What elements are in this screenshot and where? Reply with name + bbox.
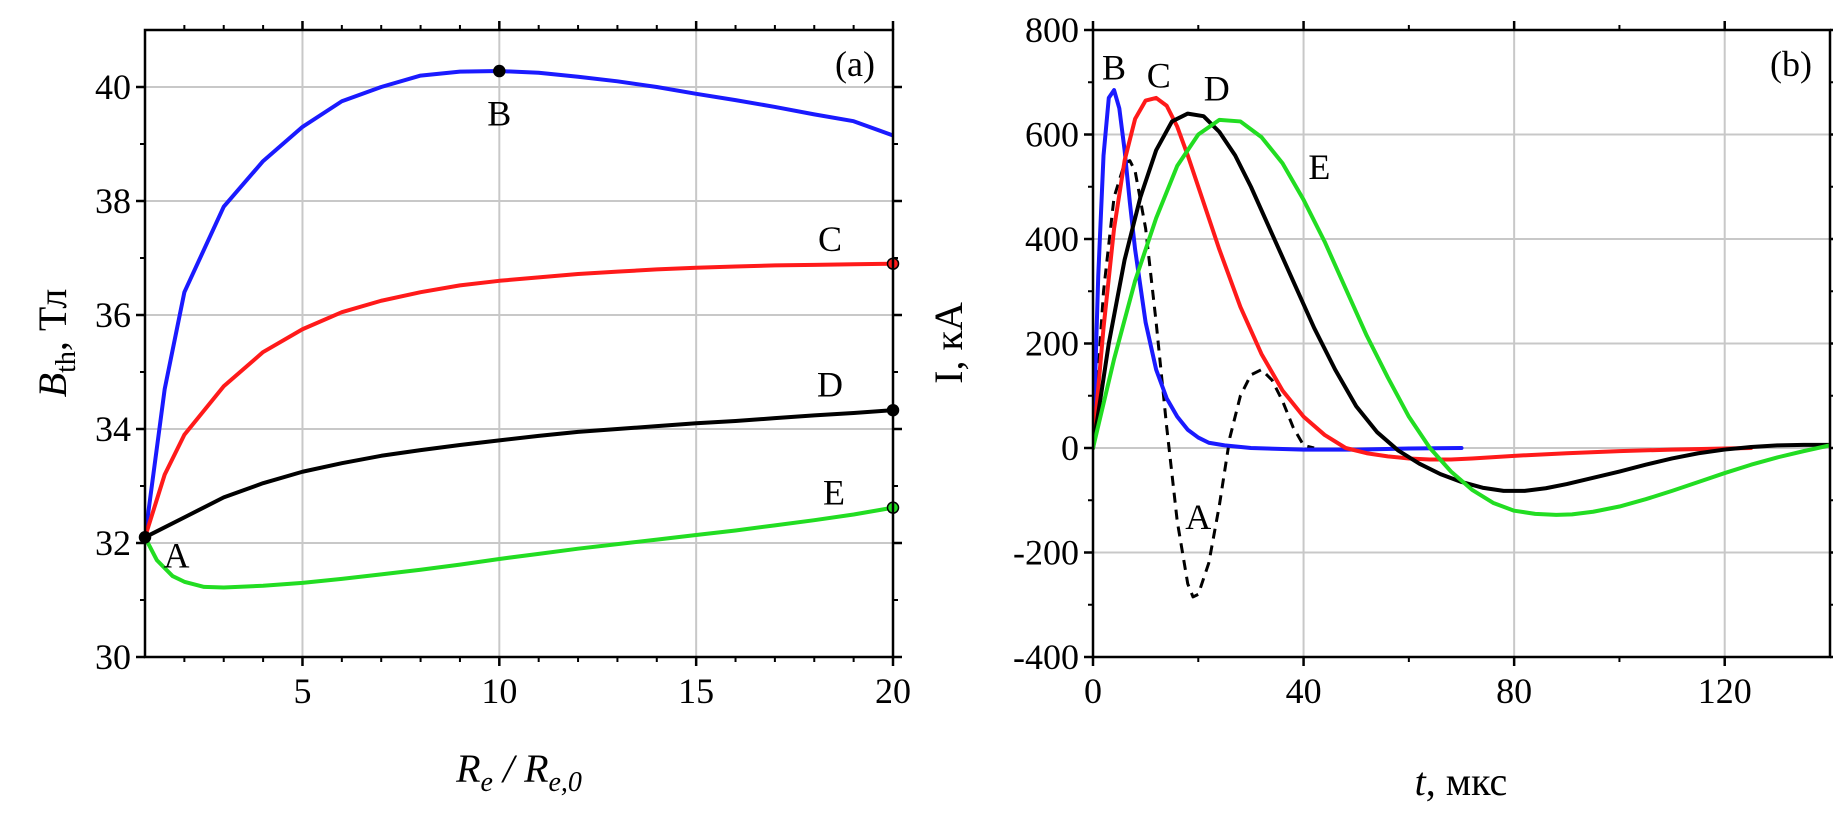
y-tick-label: 40: [95, 67, 131, 107]
panel-label: (a): [835, 44, 875, 84]
series-group: [145, 69, 893, 590]
x-tick-label: 40: [1286, 671, 1322, 711]
y-tick-label: 0: [1061, 428, 1079, 468]
x-tick-label: 15: [678, 671, 714, 711]
y-tick-label: -200: [1013, 533, 1079, 573]
y-tick-label: 38: [95, 181, 131, 221]
x-title-sub1: e: [481, 767, 493, 798]
curve-label-d: D: [1204, 68, 1230, 108]
curve-label-a: A: [1185, 497, 1211, 537]
curve-label-b: B: [487, 94, 511, 134]
panel-a: 5 10 15 20 30 32 34 36 38 40 (a) A B C D E Bth, Тл Re / R…: [30, 21, 911, 798]
series-line-d: [1093, 111, 1830, 493]
y-tick-label: 36: [95, 295, 131, 335]
series-line-d: [145, 408, 893, 540]
series-line-e: [145, 505, 893, 590]
ticks: [136, 21, 902, 666]
curve-label-c: C: [1147, 55, 1171, 95]
y-axis-title: Bth, Тл: [30, 289, 82, 398]
y-tick-label: -400: [1013, 637, 1079, 677]
y-axis-title: I, кА: [926, 302, 971, 384]
x-tick-label: 20: [875, 671, 911, 711]
grid: [1092, 29, 1830, 658]
x-title-part1: t: [1415, 759, 1427, 804]
y-tick-label: 600: [1025, 115, 1079, 155]
y-title-rest: , Тл: [30, 289, 75, 351]
series-group: [1093, 88, 1830, 599]
y-tick-label: 400: [1025, 219, 1079, 259]
plot-frame: [143, 28, 895, 659]
curve-label-e: E: [1308, 147, 1330, 187]
series-line-c: [145, 261, 893, 540]
y-tick-label: 30: [95, 637, 131, 677]
panel-b: 0 40 80 120 -400 -200 0 200 400 600 800 (b) B C D E A I, …: [926, 10, 1833, 804]
x-title-part2: R: [523, 746, 548, 791]
x-title-part1: R: [455, 746, 480, 791]
x-tick-label: 80: [1496, 671, 1532, 711]
series-line-e: [1093, 117, 1830, 517]
y-tick-label: 800: [1025, 10, 1079, 50]
point-b: [493, 64, 506, 78]
x-title-rest: , мкс: [1426, 759, 1508, 804]
series-line-b: [1093, 88, 1464, 452]
x-tick-label: 120: [1698, 671, 1752, 711]
series-line-b: [145, 69, 893, 540]
curve-label-c: C: [818, 219, 842, 259]
series-line-c: [1093, 95, 1754, 462]
y-tick-label: 200: [1025, 324, 1079, 364]
y-tick-label: 34: [95, 409, 131, 449]
x-tick-label: 10: [481, 671, 517, 711]
x-tick-label: 5: [293, 671, 311, 711]
curve-label-e: E: [823, 473, 845, 513]
x-axis-title: t, мкс: [1415, 759, 1508, 804]
panel-label: (b): [1770, 44, 1812, 84]
grid: [145, 30, 894, 658]
curve-label-d: D: [817, 364, 843, 404]
y-title-main: B: [30, 373, 75, 397]
y-title-sub: th: [51, 351, 82, 373]
x-title-sub2: e,0: [549, 767, 582, 798]
x-title-mid: /: [493, 746, 524, 791]
x-axis-title: Re / Re,0: [455, 746, 582, 798]
x-tick-label: 0: [1084, 671, 1102, 711]
y-tick-label: 32: [95, 523, 131, 563]
series-line-a: [1093, 159, 1315, 599]
curve-label-a: A: [163, 535, 189, 575]
curve-label-b: B: [1102, 48, 1126, 88]
